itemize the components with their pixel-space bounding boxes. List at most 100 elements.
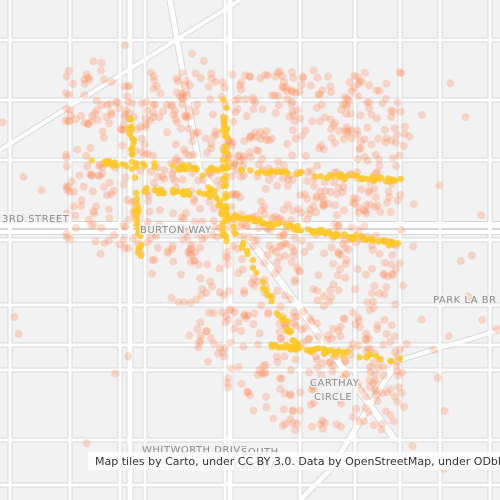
- incident-dot: [231, 190, 240, 199]
- incident-dot: [356, 354, 363, 361]
- incident-dot: [82, 151, 91, 160]
- incident-dot: [223, 133, 230, 141]
- incident-dot: [365, 81, 374, 90]
- incident-dot: [196, 74, 205, 83]
- incident-dot: [365, 186, 374, 195]
- incident-dot: [257, 206, 266, 215]
- incident-dot: [138, 99, 147, 108]
- incident-dot: [191, 107, 200, 116]
- incident-dot: [287, 86, 296, 95]
- incident-dot: [171, 177, 180, 185]
- incident-dot: [380, 271, 389, 280]
- incident-dot: [198, 234, 207, 243]
- incident-dot: [369, 378, 378, 387]
- incident-dot: [240, 286, 248, 295]
- incident-dot: [14, 329, 23, 338]
- incident-dot: [340, 135, 348, 144]
- incident-dot: [397, 175, 405, 183]
- incident-dot: [395, 151, 404, 160]
- incident-dot: [382, 178, 390, 185]
- incident-dot: [385, 193, 394, 202]
- incident-dot: [397, 69, 406, 78]
- incident-dot: [192, 164, 199, 172]
- incident-dot: [115, 104, 123, 113]
- incident-dot: [111, 369, 120, 378]
- incident-dot: [340, 352, 347, 359]
- incident-dot: [137, 232, 144, 240]
- incident-dot: [339, 206, 348, 215]
- road: [167, 0, 203, 171]
- incident-dot: [144, 197, 153, 206]
- incident-dot: [272, 352, 281, 361]
- incident-dot: [339, 183, 348, 191]
- incident-dot: [128, 158, 136, 166]
- incident-dot: [361, 392, 370, 401]
- incident-dot: [253, 269, 260, 276]
- incident-dot: [71, 211, 80, 220]
- incident-dot: [186, 191, 193, 198]
- incident-dot: [181, 111, 190, 120]
- incident-dot: [178, 89, 187, 98]
- incident-dot: [148, 256, 157, 265]
- incident-dot: [196, 274, 205, 283]
- incident-dot: [374, 155, 383, 164]
- incident-dot: [123, 92, 132, 100]
- incident-dot: [266, 169, 274, 176]
- incident-dot: [286, 415, 294, 424]
- incident-dot: [287, 258, 296, 266]
- incident-dot: [62, 162, 71, 171]
- incident-dot: [88, 112, 97, 120]
- incident-dot: [103, 191, 111, 200]
- incident-dot: [400, 129, 409, 138]
- incident-dot: [334, 248, 343, 257]
- incident-dot: [310, 379, 319, 388]
- incident-dot: [257, 301, 266, 310]
- incident-dot: [180, 298, 188, 307]
- incident-dot: [268, 245, 277, 254]
- incident-dot: [456, 257, 465, 266]
- incident-dot: [372, 391, 381, 399]
- incident-dot: [371, 203, 379, 212]
- incident-dot: [298, 131, 306, 140]
- incident-dot: [417, 111, 426, 119]
- incident-dot: [388, 269, 397, 278]
- incident-dot: [283, 95, 292, 104]
- incident-dot: [244, 388, 252, 397]
- incident-dot: [209, 132, 218, 141]
- incident-dot: [119, 221, 128, 230]
- incident-dot: [408, 442, 417, 451]
- incident-dot: [357, 386, 366, 395]
- incident-dot: [233, 104, 242, 113]
- incident-dot: [167, 101, 176, 109]
- incident-dot: [290, 116, 299, 125]
- incident-dot: [270, 91, 279, 100]
- incident-dot: [151, 228, 160, 237]
- incident-dot: [242, 314, 251, 323]
- incident-dot: [249, 242, 258, 251]
- incident-dot: [245, 148, 254, 157]
- incident-dot: [224, 193, 231, 200]
- incident-dot: [288, 243, 297, 252]
- incident-dot: [65, 235, 74, 244]
- incident-dot: [62, 150, 71, 159]
- incident-dot: [371, 376, 380, 385]
- incident-dot: [100, 239, 109, 247]
- incident-dot: [260, 259, 269, 267]
- incident-dot: [246, 72, 255, 81]
- incident-dot: [84, 119, 92, 128]
- incident-dot: [354, 80, 363, 88]
- incident-dot: [167, 293, 176, 302]
- incident-dot: [320, 249, 329, 258]
- incident-dot: [277, 334, 285, 343]
- incident-dot: [186, 299, 195, 307]
- incident-dot: [386, 106, 395, 115]
- incident-dot: [149, 100, 158, 109]
- incident-dot: [279, 405, 288, 414]
- incident-dot: [85, 75, 94, 84]
- incident-dot: [387, 136, 396, 145]
- incident-dot: [156, 89, 165, 98]
- incident-dot: [336, 332, 345, 341]
- area-label: CARTHAY: [310, 378, 360, 389]
- incident-dot: [206, 193, 213, 201]
- incident-dot: [347, 87, 356, 96]
